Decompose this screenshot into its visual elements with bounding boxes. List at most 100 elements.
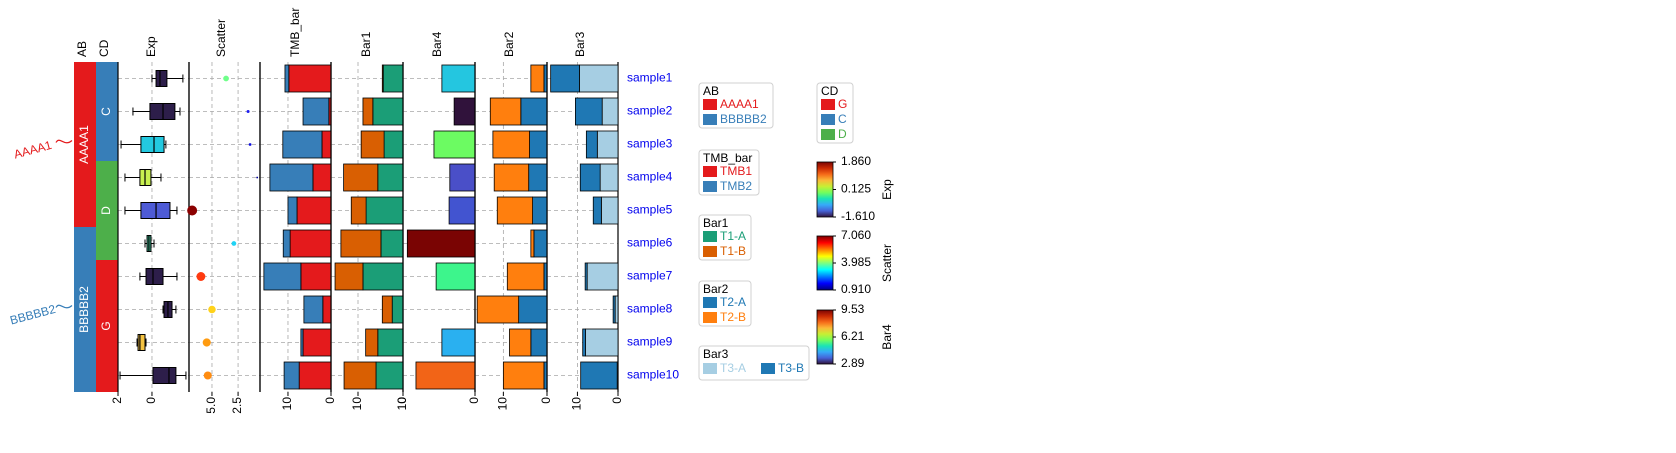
bar: [360, 130, 385, 159]
bar: [520, 97, 548, 126]
bar: [283, 361, 300, 390]
bar: [381, 64, 384, 93]
annotation-cell: [96, 227, 118, 260]
axis-title: Scatter: [214, 19, 228, 57]
legend-title: Bar1: [703, 216, 729, 230]
bar: [296, 196, 332, 225]
bar: [350, 196, 367, 225]
legend-frame: [816, 82, 854, 144]
bar: [406, 229, 476, 258]
legend-swatch: [703, 246, 717, 257]
bar: [433, 130, 476, 159]
bar: [448, 196, 476, 225]
annotation-cell: [74, 161, 96, 194]
annotation-cell: [96, 161, 118, 194]
x-tick-label: 10: [570, 397, 584, 411]
colorbar-title: Exp: [880, 179, 894, 200]
bar: [287, 196, 298, 225]
legend-label: T1-A: [720, 229, 746, 243]
bar: [377, 328, 404, 357]
annotation-cell: [96, 326, 118, 359]
x-tick-label: 0: [323, 397, 337, 404]
bar: [282, 229, 291, 258]
box: [152, 367, 177, 384]
point: [231, 241, 237, 246]
bar: [492, 130, 530, 159]
bar: [493, 163, 530, 192]
axis-title: TMB_bar: [288, 8, 302, 57]
annotation-cell: [96, 95, 118, 128]
annotation-cell: [96, 293, 118, 326]
legend-swatch: [703, 181, 717, 192]
bar: [302, 97, 330, 126]
annotation-label: C: [99, 107, 113, 116]
bar: [377, 163, 404, 192]
legend-label: T1-B: [720, 244, 746, 258]
colorbar-tick-label: 0.125: [841, 182, 871, 196]
point: [202, 338, 211, 347]
bar: [614, 295, 619, 324]
point: [246, 109, 250, 114]
bar: [586, 262, 619, 291]
bar: [435, 262, 476, 291]
row-label: sample10: [627, 368, 679, 382]
point: [187, 205, 198, 216]
row-label: sample2: [627, 104, 673, 118]
annotation-cell: [74, 194, 96, 227]
bar: [518, 295, 548, 324]
legend-title: Bar3: [703, 347, 729, 361]
colorbar: [816, 235, 834, 291]
row-label: sample8: [627, 302, 673, 316]
row-label: sample4: [627, 170, 673, 184]
annotation-cell: [96, 128, 118, 161]
legend-swatch: [703, 363, 717, 374]
point: [203, 371, 212, 380]
x-tick-label: 5.0: [204, 397, 218, 414]
axis-title: Bar3: [573, 31, 587, 57]
annotation-cell: [74, 359, 96, 392]
annotation-cell: [74, 260, 96, 293]
legend-title: AB: [703, 84, 719, 98]
colorbar: [816, 161, 834, 218]
box: [145, 268, 164, 285]
bar: [263, 262, 302, 291]
bar: [596, 130, 619, 159]
x-tick-label: 10: [496, 397, 510, 411]
legend-label: AAAA1: [720, 97, 759, 111]
colorbar-tick-label: 9.53: [841, 302, 865, 316]
bar: [383, 130, 404, 159]
legend-swatch: [821, 129, 835, 140]
bar: [579, 64, 619, 93]
bar: [585, 130, 598, 159]
box: [155, 70, 168, 87]
bar: [322, 295, 332, 324]
legend-swatch: [703, 231, 717, 242]
bar: [476, 295, 520, 324]
bar: [365, 196, 404, 225]
bar: [579, 163, 601, 192]
bar: [530, 64, 545, 93]
bar: [362, 97, 374, 126]
legend-swatch: [761, 363, 775, 374]
point: [196, 272, 206, 281]
bar: [502, 361, 545, 390]
legend-label: TMB1: [720, 164, 752, 178]
bar: [284, 64, 290, 93]
annotation-cell: [74, 128, 96, 161]
legend-label: D: [838, 127, 847, 141]
legend-swatch: [703, 99, 717, 110]
annotation-label: BBBBB2: [77, 286, 91, 333]
x-tick-label: 10: [395, 397, 409, 411]
bar: [582, 328, 586, 357]
annotation-cell: [74, 293, 96, 326]
bar: [380, 229, 404, 258]
bar: [449, 163, 476, 192]
legend-swatch: [703, 114, 717, 125]
colorbar-title: Bar4: [880, 324, 894, 350]
annotation-label: D: [99, 206, 113, 215]
bar: [528, 163, 548, 192]
colorbar-tick-label: 7.060: [841, 228, 871, 242]
colorbar-tick-label: 6.21: [841, 329, 865, 343]
colorbar-tick-label: -1.610: [841, 209, 875, 223]
